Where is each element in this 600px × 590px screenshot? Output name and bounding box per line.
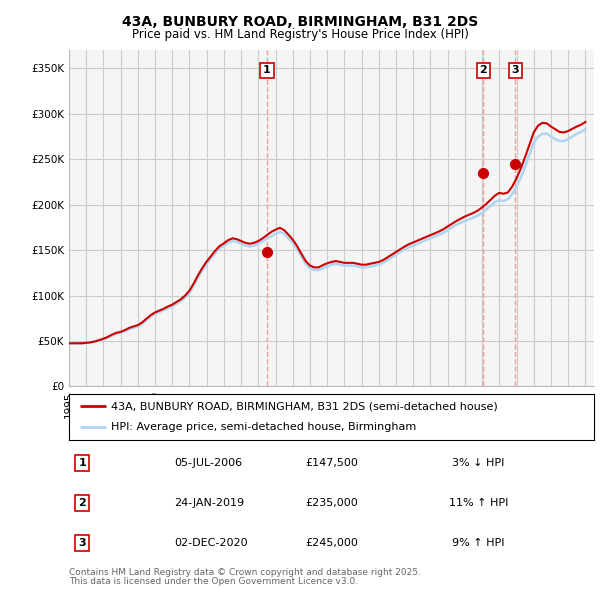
Text: £235,000: £235,000 xyxy=(305,498,358,508)
Text: 24-JAN-2019: 24-JAN-2019 xyxy=(174,498,244,508)
Text: £147,500: £147,500 xyxy=(305,458,358,468)
Text: 43A, BUNBURY ROAD, BIRMINGHAM, B31 2DS: 43A, BUNBURY ROAD, BIRMINGHAM, B31 2DS xyxy=(122,15,478,29)
Text: 3% ↓ HPI: 3% ↓ HPI xyxy=(452,458,505,468)
Text: 2: 2 xyxy=(78,498,86,508)
Text: This data is licensed under the Open Government Licence v3.0.: This data is licensed under the Open Gov… xyxy=(69,577,358,586)
Text: £245,000: £245,000 xyxy=(305,538,358,548)
Text: 43A, BUNBURY ROAD, BIRMINGHAM, B31 2DS (semi-detached house): 43A, BUNBURY ROAD, BIRMINGHAM, B31 2DS (… xyxy=(111,401,498,411)
Text: 02-DEC-2020: 02-DEC-2020 xyxy=(174,538,248,548)
Text: HPI: Average price, semi-detached house, Birmingham: HPI: Average price, semi-detached house,… xyxy=(111,422,416,432)
Text: 3: 3 xyxy=(79,538,86,548)
Text: Price paid vs. HM Land Registry's House Price Index (HPI): Price paid vs. HM Land Registry's House … xyxy=(131,28,469,41)
Text: 9% ↑ HPI: 9% ↑ HPI xyxy=(452,538,505,548)
Text: 1: 1 xyxy=(263,65,271,76)
Text: 3: 3 xyxy=(511,65,519,76)
Text: 1: 1 xyxy=(78,458,86,468)
Text: 2: 2 xyxy=(479,65,487,76)
Text: 05-JUL-2006: 05-JUL-2006 xyxy=(174,458,242,468)
Text: 11% ↑ HPI: 11% ↑ HPI xyxy=(449,498,508,508)
Text: Contains HM Land Registry data © Crown copyright and database right 2025.: Contains HM Land Registry data © Crown c… xyxy=(69,568,421,576)
